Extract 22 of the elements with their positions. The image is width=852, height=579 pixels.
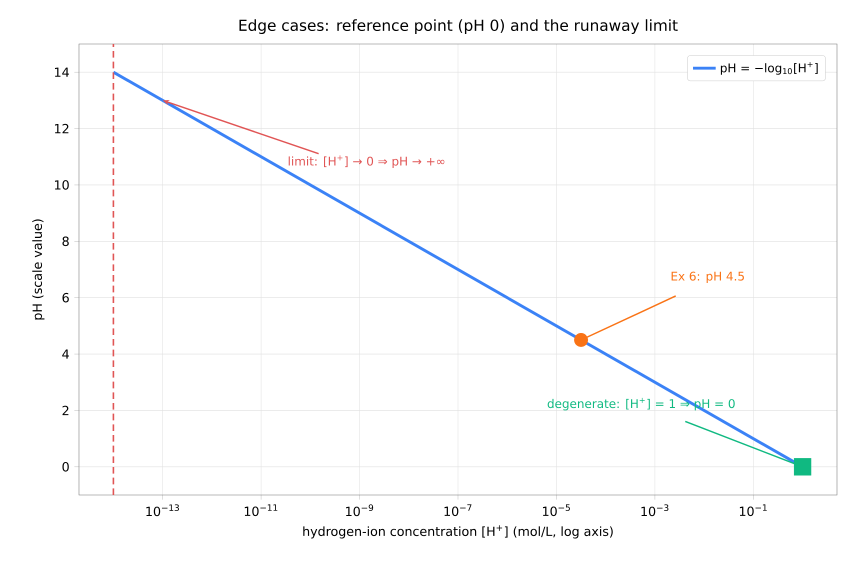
x-tick-label: 10$^{−9}$ [346,504,374,516]
y-tick-label: 14 [54,68,69,77]
x-axis-title: hydrogen-ion concentration [H$^{+}$] (mol/L, log axis) [303,525,613,539]
y-axis-title: pH (scale value) [32,219,44,320]
y-tick-label: 2 [62,406,68,416]
annotation: degenerate: [H$^{+}$] = 1 ⇒ pH = 0 [548,398,735,410]
y-tick-label: 8 [62,236,69,246]
y-tick-label: 12 [54,124,68,134]
y-tick-label: 0 [62,462,69,472]
chart-title: Edge cases: reference point (pH 0) and the runaway limit [239,19,678,34]
x-tick-label: 10$^{−7}$ [444,504,472,516]
x-tick-label: 10$^{−3}$ [641,504,668,516]
y-tick-label: 4 [62,349,69,359]
annotation: Ex 6: pH 4.5 [672,272,744,283]
y-tick-label: 10 [54,180,69,190]
annotation: limit: [H$^{+}$] → 0 ⇒ pH → +∞ [288,155,444,168]
legend-label: pH = −log$_{10}$[H$^{+}$] [720,62,818,75]
x-tick-label: 10$^{−5}$ [542,504,570,516]
x-tick-label: 10$^{−13}$ [146,504,179,516]
x-tick-label: 10$^{−1}$ [740,504,767,516]
x-tick-label: 10$^{−11}$ [244,504,278,516]
y-tick-label: 6 [62,292,69,302]
